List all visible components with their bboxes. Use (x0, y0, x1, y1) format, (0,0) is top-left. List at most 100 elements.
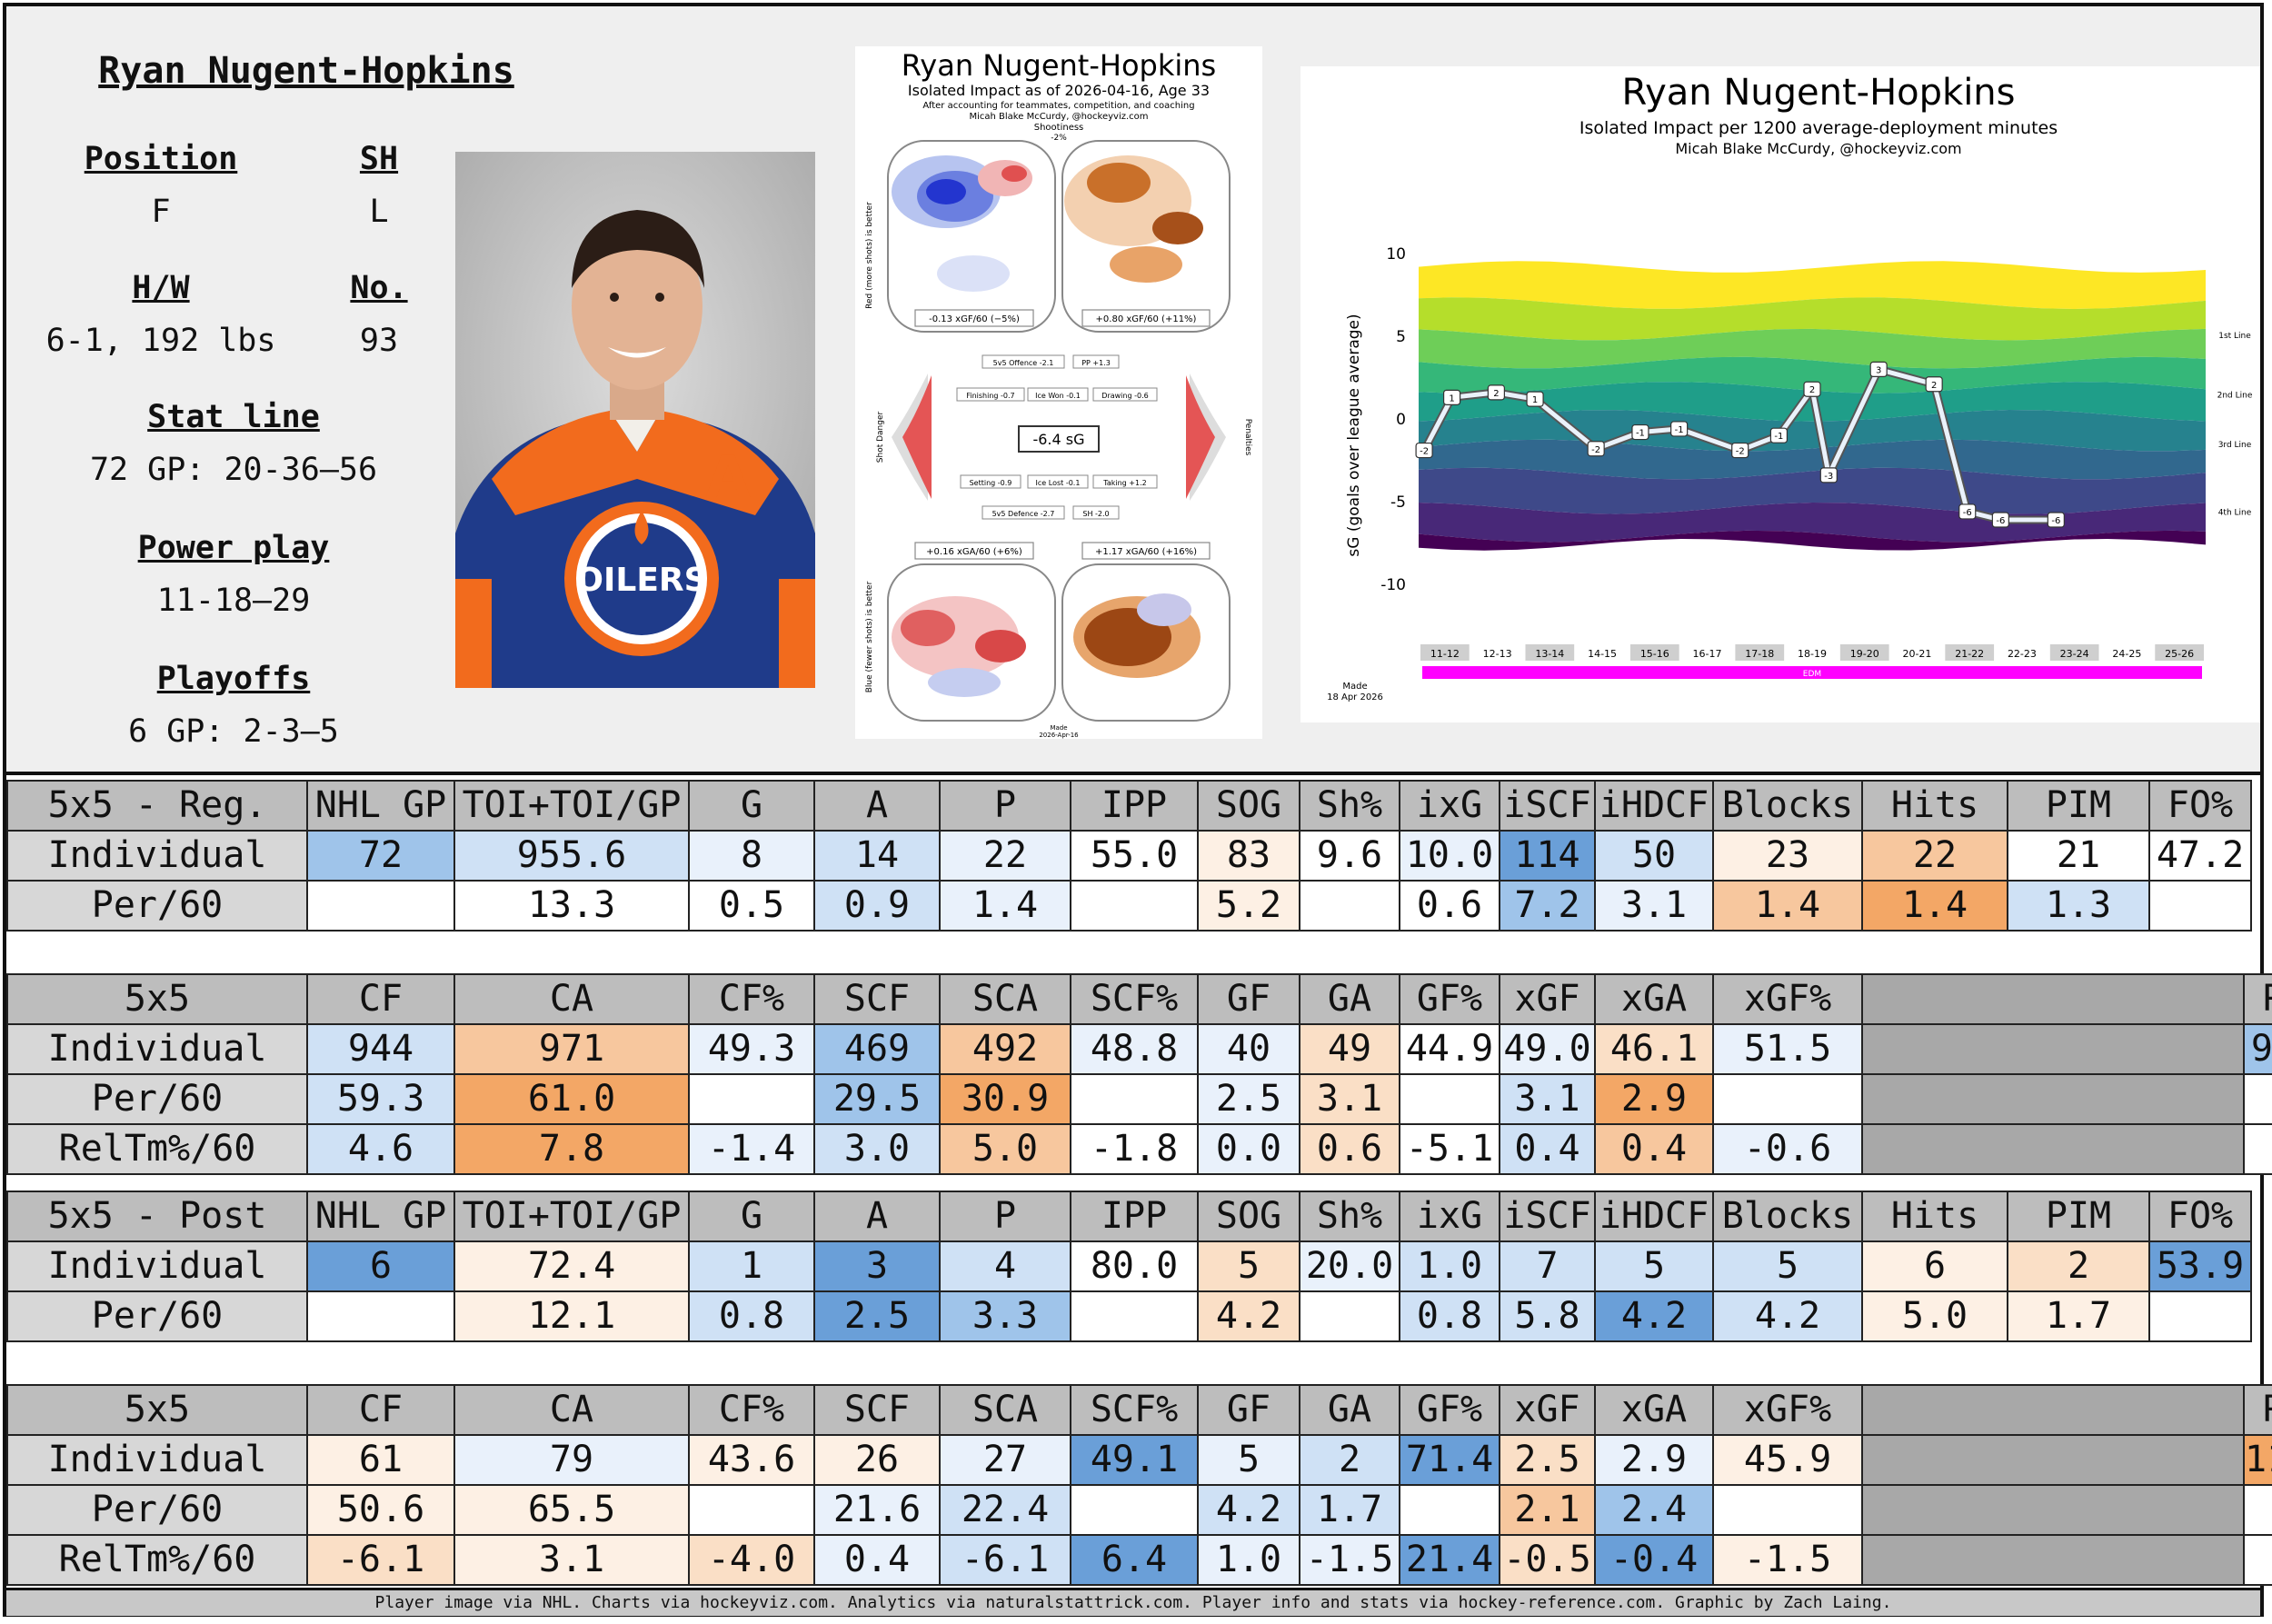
defence-rink-right (1061, 563, 1231, 722)
y-tick-label: 0 (1396, 411, 1406, 429)
column-header: xGF% (1712, 1384, 1863, 1436)
row-label: Per/60 (6, 1290, 308, 1342)
stat-cell: 2.5 (1197, 1073, 1300, 1125)
stat-cell: 21.4 (1399, 1534, 1500, 1586)
column-header: P (939, 780, 1071, 832)
stat-cell: 2.5 (1499, 1434, 1596, 1486)
stat-cell: 955.6 (453, 830, 690, 882)
stat-cell (1070, 1484, 1199, 1536)
column-header: GF (1197, 973, 1300, 1025)
stat-cell: 0.4 (1594, 1123, 1714, 1175)
column-header: PDO (2243, 1384, 2272, 1436)
stat-cell (306, 1290, 455, 1342)
data-point-label: -1 (1774, 432, 1783, 442)
season-shade (1839, 644, 1889, 661)
stat-cell (1861, 1073, 2245, 1125)
stat-cell: -0.6 (1712, 1123, 1863, 1175)
iso-side-bottom: Blue (fewer shots) is better (865, 581, 874, 692)
column-header: xGF (1499, 1384, 1596, 1436)
deployment-band (1419, 261, 2206, 309)
stat-cell: 49.1 (1070, 1434, 1199, 1486)
column-header: Sh% (1299, 1191, 1400, 1242)
iso-pp: PP +1.3 (1081, 359, 1111, 367)
player-name: Ryan Nugent-Hopkins (98, 50, 514, 92)
stat-cell: -0.4 (1594, 1534, 1714, 1586)
stat-cell (1861, 1484, 2245, 1536)
season-label: 18-19 (1798, 648, 1827, 660)
season-shade (1945, 644, 1995, 661)
stat-cell: 23 (1712, 830, 1863, 882)
isolated-impact-chart: Ryan Nugent-Hopkins Isolated Impact as o… (855, 46, 1262, 739)
data-point (1731, 442, 1749, 459)
row-label: Individual (6, 1434, 308, 1486)
column-header: SOG (1197, 1191, 1300, 1242)
impact-series: -2 1 2 1 -2 -1 -1 -2 -1 2 -3 3 2 -6 -6 -6 (1415, 361, 2065, 528)
season-label: 20-21 (1902, 648, 1931, 660)
player-header-panel: Ryan Nugent-Hopkins Position F SH L H/W … (6, 6, 2260, 775)
stat-cell: 944 (306, 1023, 455, 1075)
stat-cell: 1.4 (939, 880, 1071, 932)
stat-cell: 1.3 (2007, 880, 2150, 932)
stat-cell: 48.8 (1070, 1023, 1199, 1075)
season-label: 13-14 (1535, 648, 1564, 660)
stat-cell: 0.6 (1299, 1123, 1400, 1175)
stat-cell: 3 (813, 1240, 941, 1292)
iso-ice-won: Ice Won -0.1 (1035, 392, 1081, 400)
stat-cell: 27 (939, 1434, 1071, 1486)
stat-cell: 0.0 (1197, 1123, 1300, 1175)
stat-cell: 13.3 (453, 880, 690, 932)
stat-cell: 3.1 (453, 1534, 690, 1586)
iso-title: Ryan Nugent-Hopkins (902, 48, 1216, 83)
svg-text:OILERS: OILERS (575, 562, 707, 599)
stat-cell: 5 (1594, 1240, 1714, 1292)
data-point (1670, 421, 1689, 437)
playoffs-individual-table: 5x5 - Post NHL GP TOI+TOI/GP G A P IPP SOG Sh% ix… (6, 1191, 2252, 1342)
stat-cell: 0.4 (813, 1534, 941, 1586)
position-label: Position (84, 141, 238, 177)
row-label: Per/60 (6, 1073, 308, 1125)
stat-cell: 0.5 (688, 880, 815, 932)
column-header: Blocks (1712, 780, 1863, 832)
shoots-field: SH L (306, 141, 452, 230)
column-header: ixG (1399, 1191, 1500, 1242)
playoffs-label: Playoffs (156, 661, 311, 697)
spacer-cell (1861, 973, 2245, 1025)
row-label: Individual (6, 1023, 308, 1075)
column-header: iSCF (1499, 780, 1596, 832)
column-header: Hits (1861, 780, 2008, 832)
column-header: SCA (939, 973, 1071, 1025)
stat-cell: 2.9 (1594, 1073, 1714, 1125)
stat-cell: 4.2 (1712, 1290, 1863, 1342)
column-header: GF% (1399, 973, 1500, 1025)
stat-cell: -6.1 (939, 1534, 1071, 1586)
column-header: iSCF (1499, 1191, 1596, 1242)
stat-cell: 46.1 (1594, 1023, 1714, 1075)
iso-credit: Micah Blake McCurdy, @hockeyviz.com (969, 112, 1148, 122)
stat-cell: 3.1 (1594, 880, 1714, 932)
stat-cell: 49.0 (1499, 1023, 1596, 1075)
column-header: Sh% (1299, 780, 1400, 832)
stat-cell (1712, 1073, 1863, 1125)
season-label: 16-17 (1693, 648, 1722, 660)
series-line (1421, 366, 2057, 523)
deployment-band (1419, 503, 2206, 543)
offence-rink-left (887, 140, 1056, 333)
stat-cell: 2 (2007, 1240, 2150, 1292)
spacer-cell (1861, 1384, 2245, 1436)
column-header: xGA (1594, 1384, 1714, 1436)
stat-cell: 5 (1712, 1240, 1863, 1292)
offence-right-label: +0.80 xGF/60 (+11%) (1096, 314, 1197, 324)
stat-cell: 3.3 (939, 1290, 1071, 1342)
column-header: SCF% (1070, 973, 1199, 1025)
stat-cell: 2.4 (1594, 1484, 1714, 1536)
stat-cell: 1.7 (1299, 1484, 1400, 1536)
stat-cell: 117.0 (2243, 1434, 2272, 1486)
iso-ice-lost: Ice Lost -0.1 (1036, 479, 1081, 487)
stat-cell: 7 (1499, 1240, 1596, 1292)
stat-cell: 0.4 (1499, 1123, 1596, 1175)
stat-cell: 0.9 (813, 880, 941, 932)
season-label: 12-13 (1483, 648, 1512, 660)
season-label: 11-12 (1430, 648, 1460, 660)
stat-cell: 6 (1861, 1240, 2008, 1292)
column-header: SCF (813, 1384, 941, 1436)
